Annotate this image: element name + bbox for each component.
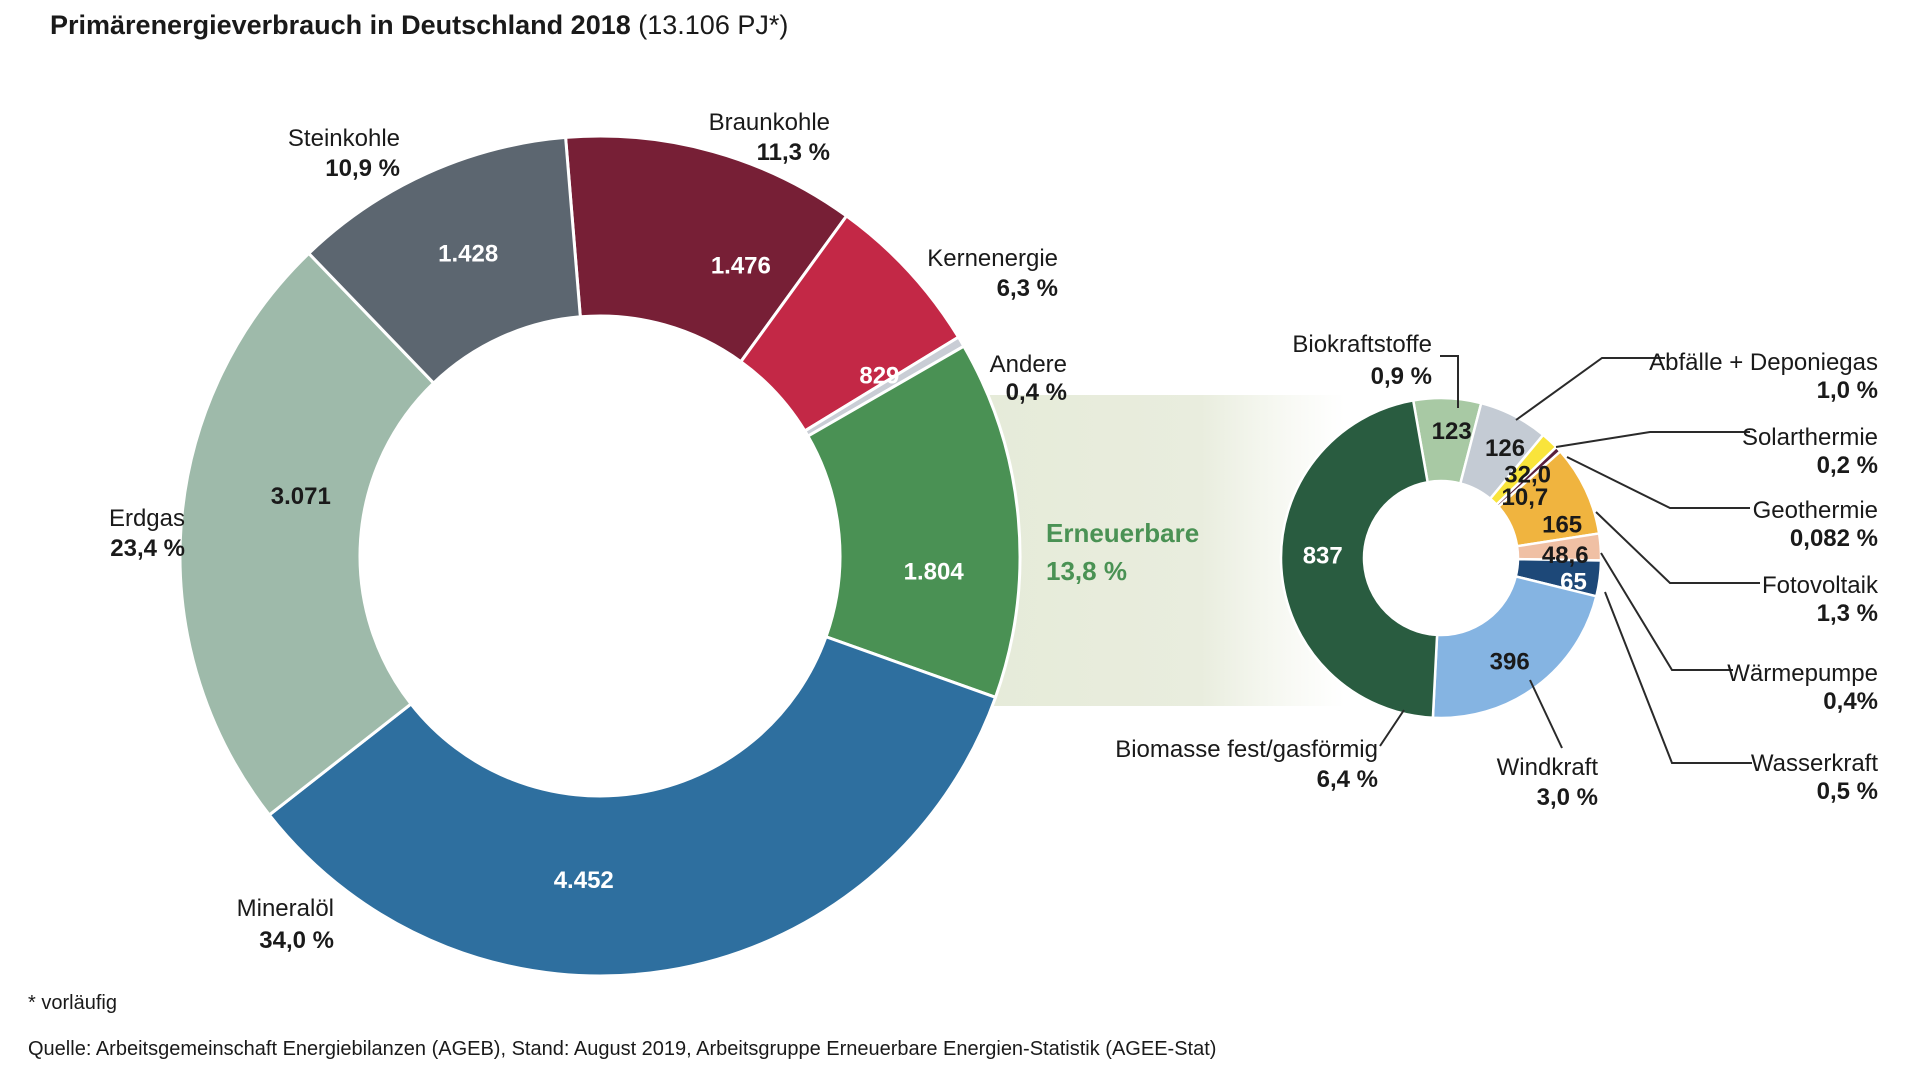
value-label-biomasse-fest-gasfoermig: 837 xyxy=(1303,543,1343,570)
callout-pct-erdgas: 23,4 % xyxy=(110,535,185,562)
callout-pct-mineraloel: 34,0 % xyxy=(259,927,334,954)
value-label-solarthermie: 32,0 xyxy=(1504,462,1551,489)
donut-main xyxy=(178,134,1022,978)
callout-name-braunkohle: Braunkohle xyxy=(709,109,830,136)
segment-mineraloel xyxy=(267,635,998,978)
callout-name-windkraft: Windkraft xyxy=(1497,754,1599,781)
value-label-wasserkraft: 65 xyxy=(1560,569,1587,596)
callout-name-solarthermie: Solarthermie xyxy=(1742,424,1878,451)
title-total-suffix: (13.106 PJ*) xyxy=(638,10,789,40)
callout-name-erdgas: Erdgas xyxy=(109,505,185,532)
callout-pct-waermepumpe: 0,4% xyxy=(1823,688,1878,715)
value-label-waermepumpe: 48,6 xyxy=(1542,542,1589,569)
callout-name-fotovoltaik: Fotovoltaik xyxy=(1762,572,1879,599)
callout-pct-solarthermie: 0,2 % xyxy=(1817,452,1878,479)
callout-pct-erneuerbare: 13,8 % xyxy=(1046,556,1127,586)
callout-pct-wasserkraft: 0,5 % xyxy=(1817,778,1878,805)
callout-name-geothermie: Geothermie xyxy=(1753,497,1878,524)
value-label-geothermie: 10,7 xyxy=(1502,484,1549,511)
value-label-fotovoltaik: 165 xyxy=(1542,512,1582,539)
donut-renewables xyxy=(1279,396,1603,720)
leader-line-biokraftstoffe xyxy=(1440,355,1459,408)
value-label-biokraftstoffe: 123 xyxy=(1432,418,1472,445)
callout-name-waermepumpe: Wärmepumpe xyxy=(1727,660,1878,687)
callout-name-steinkohle: Steinkohle xyxy=(288,125,400,152)
callout-name-biomasse-fest-gasfoermig: Biomasse fest/gasförmig xyxy=(1115,736,1378,763)
segment-steinkohle xyxy=(307,135,582,385)
callout-name-biokraftstoffe: Biokraftstoffe xyxy=(1292,331,1432,358)
callout-name-kernenergie: Kernenergie xyxy=(927,245,1058,272)
title-main: Primärenergieverbrauch in Deutschland 20… xyxy=(50,10,631,40)
callout-pct-fotovoltaik: 1,3 % xyxy=(1817,600,1878,627)
callout-name-andere: Andere xyxy=(990,351,1067,378)
leader-line-abfaelle-deponiegas xyxy=(1515,357,1665,421)
leader-line-solarthermie xyxy=(1555,431,1750,448)
source-line: Quelle: Arbeitsgemeinschaft Energiebilan… xyxy=(28,1038,1217,1060)
callout-pct-abfaelle-deponiegas: 1,0 % xyxy=(1817,377,1878,404)
segment-erneuerbare xyxy=(806,344,1022,699)
callout-pct-kernenergie: 6,3 % xyxy=(997,275,1058,302)
page-title: Primärenergieverbrauch in Deutschland 20… xyxy=(50,8,788,42)
callout-name-mineraloel: Mineralöl xyxy=(237,895,334,922)
callout-pct-geothermie: 0,082 % xyxy=(1790,525,1878,552)
value-label-mineraloel: 4.452 xyxy=(554,867,614,894)
callout-name-erneuerbare: Erneuerbare xyxy=(1046,518,1199,548)
callout-name-wasserkraft: Wasserkraft xyxy=(1751,750,1878,777)
callout-pct-steinkohle: 10,9 % xyxy=(325,155,400,182)
callout-pct-braunkohle: 11,3 % xyxy=(757,139,830,166)
leader-line-fotovoltaik xyxy=(1595,511,1760,584)
segment-windkraft xyxy=(1431,575,1598,720)
callout-pct-andere: 0,4 % xyxy=(1006,379,1067,406)
callout-pct-biomasse-fest-gasfoermig: 6,4 % xyxy=(1317,766,1378,793)
value-label-braunkohle: 1.476 xyxy=(711,253,771,280)
callout-name-abfaelle-deponiegas: Abfälle + Deponiegas xyxy=(1649,349,1878,376)
callout-pct-biokraftstoffe: 0,9 % xyxy=(1371,363,1432,390)
footnote: * vorläufig xyxy=(28,992,117,1014)
leader-line-biomasse-fest-gasfoermig xyxy=(1379,709,1405,747)
segment-biomasse-fest-gasfoermig xyxy=(1279,399,1439,720)
leader-line-windkraft xyxy=(1529,679,1563,749)
value-label-erdgas: 3.071 xyxy=(271,483,331,510)
leader-line-waermepumpe xyxy=(1600,552,1733,671)
value-label-steinkohle: 1.428 xyxy=(438,241,498,268)
segment-erdgas xyxy=(178,251,436,817)
leader-line-wasserkraft xyxy=(1604,591,1752,764)
leader-line-geothermie xyxy=(1566,456,1750,509)
value-label-abfaelle-deponiegas: 126 xyxy=(1485,435,1525,462)
labels-main: 1.476 829 1.804 4.452 3.071 1.428 Braunkohle 11… xyxy=(109,109,1199,954)
value-label-erneuerbare: 1.804 xyxy=(904,559,965,586)
value-label-kernenergie: 829 xyxy=(859,362,899,389)
callout-pct-windkraft: 3,0 % xyxy=(1537,784,1598,811)
value-label-windkraft: 396 xyxy=(1490,648,1530,675)
